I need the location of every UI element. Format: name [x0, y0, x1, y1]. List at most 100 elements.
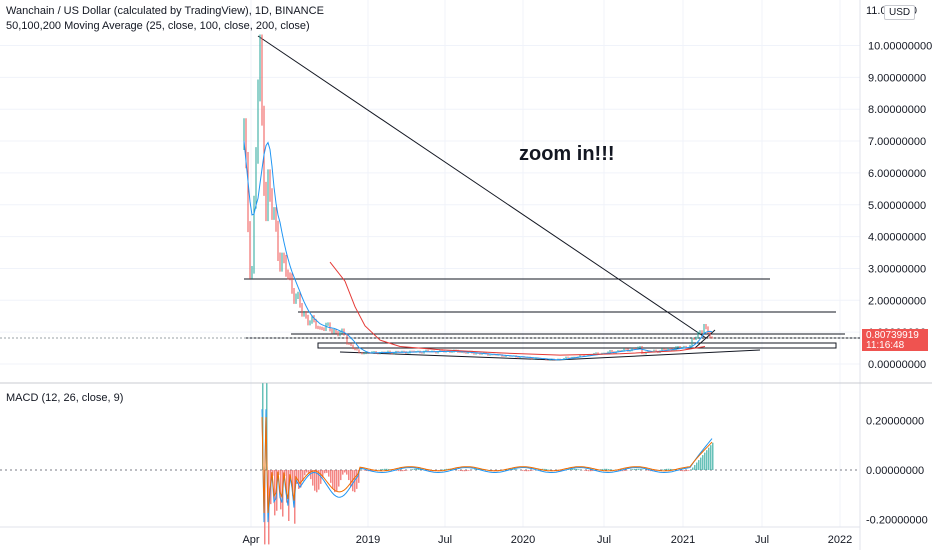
macd-bar — [458, 470, 460, 471]
macd-bar — [638, 469, 640, 470]
time-tick: 2019 — [356, 534, 380, 546]
macd-bar — [636, 469, 638, 470]
ma-100-line[interactable] — [330, 262, 705, 355]
price-tick: 0.00000000 — [868, 359, 926, 371]
time-tick: Apr — [242, 534, 259, 546]
macd-bar — [412, 469, 414, 470]
macd-bar — [516, 469, 518, 470]
price-tick: 4.00000000 — [868, 232, 926, 244]
macd-bar — [468, 470, 470, 471]
macd-bar — [528, 470, 530, 471]
macd-label[interactable]: MACD (12, 26, close, 9) — [6, 392, 123, 404]
macd-bar — [690, 470, 692, 471]
price-tick: 10.00000000 — [868, 41, 932, 53]
macd-bar — [386, 469, 388, 470]
trendline-diagonal[interactable] — [258, 36, 706, 338]
macd-bar — [416, 469, 418, 470]
macd-bar — [602, 469, 604, 470]
price-tick: 5.00000000 — [868, 200, 926, 212]
price-tick: 2.00000000 — [868, 295, 926, 307]
macd-bar — [324, 470, 326, 473]
time-tick: 2021 — [671, 534, 695, 546]
price-tick: 7.00000000 — [868, 136, 926, 148]
macd-bar — [304, 470, 306, 475]
countdown-timer: 11:16:48 — [866, 341, 928, 351]
macd-bar — [514, 469, 516, 470]
macd-bar — [666, 469, 668, 470]
macd-bar — [572, 469, 574, 470]
time-tick: Jul — [755, 534, 769, 546]
macd-bar — [442, 469, 444, 470]
price-axis[interactable]: 10.000000009.000000008.000000007.0000000… — [868, 41, 932, 372]
last-price-label: 0.80739919 11:16:48 — [862, 329, 928, 351]
price-tick: 9.00000000 — [868, 72, 926, 84]
macd-bar — [398, 470, 400, 471]
macd-tick: 0.20000000 — [866, 415, 924, 427]
macd-signal-line[interactable] — [262, 417, 712, 513]
macd-bar — [576, 469, 578, 470]
macd-bar — [402, 470, 404, 471]
macd-bar — [346, 470, 348, 475]
macd-bar — [348, 470, 350, 480]
macd-bar — [588, 470, 590, 471]
macd-line[interactable] — [262, 409, 712, 522]
macd-bar — [344, 470, 346, 472]
time-tick: 2022 — [828, 534, 852, 546]
macd-bar — [624, 470, 626, 471]
macd-bar — [704, 453, 706, 470]
macd-histogram[interactable] — [262, 383, 714, 544]
macd-bar — [342, 470, 344, 475]
macd-bar — [668, 469, 670, 470]
macd-bar — [634, 469, 636, 470]
macd-bar — [530, 470, 532, 471]
macd-bar — [608, 469, 610, 470]
macd-bar — [474, 469, 476, 470]
macd-bar — [524, 470, 526, 471]
macd-bar — [382, 469, 384, 470]
macd-bar — [626, 470, 628, 471]
price-tick: 6.00000000 — [868, 168, 926, 180]
macd-bar — [712, 443, 714, 470]
macd-bar — [684, 470, 686, 471]
macd-bar — [584, 470, 586, 471]
macd-bar — [702, 455, 704, 470]
macd-bar — [700, 458, 702, 470]
macd-bar — [694, 465, 696, 470]
macd-bar — [698, 460, 700, 470]
macd-bar — [586, 470, 588, 471]
macd-bar — [696, 463, 698, 470]
macd-bar — [306, 470, 308, 473]
macd-bar — [708, 448, 710, 470]
currency-badge[interactable]: USD — [884, 5, 915, 20]
macd-bar — [640, 469, 642, 470]
macd-bar — [680, 470, 682, 471]
macd-bar — [706, 450, 708, 470]
macd-bar — [632, 469, 634, 470]
macd-bar — [414, 469, 416, 470]
macd-bar — [682, 470, 684, 471]
macd-bar — [522, 470, 524, 471]
macd-bar — [404, 470, 406, 471]
ma-25-line[interactable] — [244, 141, 712, 360]
macd-bar — [604, 469, 606, 470]
macd-bar — [574, 469, 576, 470]
chart-grid — [0, 0, 860, 527]
time-tick: Jul — [597, 534, 611, 546]
macd-bar — [578, 469, 580, 470]
macd-bar — [326, 470, 328, 473]
macd-bar — [610, 469, 612, 470]
macd-bar — [664, 469, 666, 470]
macd-bar — [328, 470, 330, 477]
macd-bar — [464, 470, 466, 471]
symbol-title[interactable]: Wanchain / US Dollar (calculated by Trad… — [6, 5, 324, 17]
drawn-horizontal-lines[interactable] — [0, 279, 860, 348]
macd-bar — [590, 470, 592, 471]
chart-annotation[interactable]: zoom in!!! — [519, 143, 615, 166]
macd-bar — [406, 470, 408, 471]
macd-bar — [330, 470, 332, 483]
moving-average-label[interactable]: 50,100,200 Moving Average (25, close, 10… — [6, 20, 310, 32]
